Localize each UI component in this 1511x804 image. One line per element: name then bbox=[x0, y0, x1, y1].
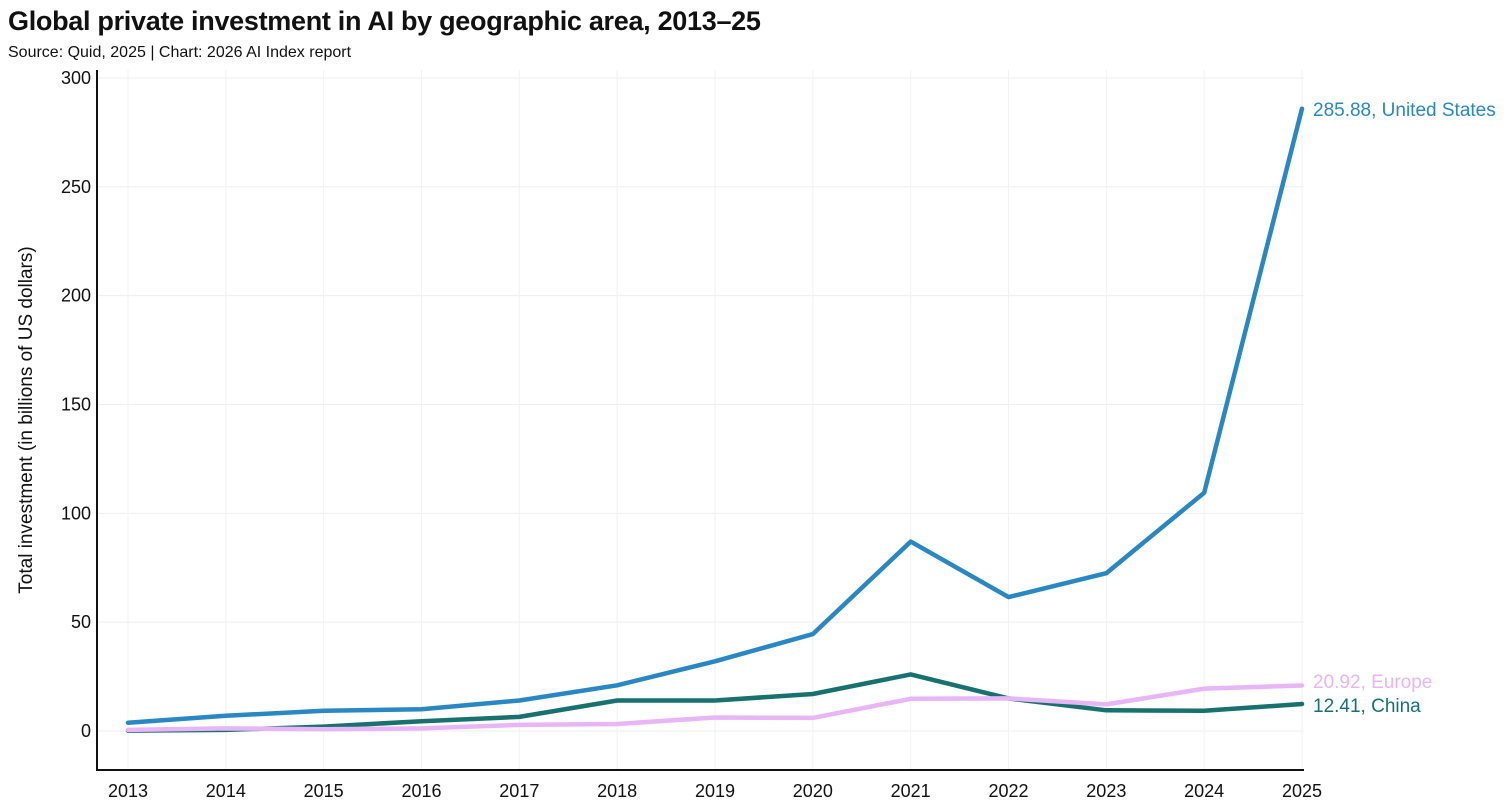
y-tick-labels: 0 50 100 150 200 250 300 bbox=[61, 68, 91, 741]
chart-title: Global private investment in AI by geogr… bbox=[8, 6, 761, 36]
end-label-europe: 20.92, Europe bbox=[1313, 672, 1432, 693]
axes bbox=[96, 70, 1304, 771]
x-tick-labels: 2013 2014 2015 2016 2017 2018 2019 2020 2021 2022… bbox=[108, 781, 1322, 801]
x-tick-label: 2020 bbox=[793, 781, 833, 801]
x-tick-label: 2025 bbox=[1282, 781, 1322, 801]
y-tick-label: 100 bbox=[61, 503, 91, 523]
y-axis-label: Total investment (in billions of US doll… bbox=[16, 246, 37, 593]
x-tick-label: 2018 bbox=[597, 781, 637, 801]
y-tick-label: 50 bbox=[71, 612, 91, 632]
series-line-china bbox=[125, 672, 1305, 733]
series-line-europe bbox=[125, 683, 1305, 733]
y-tick-label: 150 bbox=[61, 395, 91, 415]
end-label-china: 12.41, China bbox=[1313, 696, 1421, 717]
x-tick-label: 2021 bbox=[891, 781, 931, 801]
y-tick-label: 200 bbox=[61, 286, 91, 306]
end-label-united-states: 285.88, United States bbox=[1313, 100, 1496, 121]
y-tick-label: 300 bbox=[61, 68, 91, 88]
x-tick-label: 2016 bbox=[401, 781, 441, 801]
x-tick-label: 2017 bbox=[499, 781, 539, 801]
end-labels: 12.41, China 20.92, Europe 285.88, United … bbox=[1313, 100, 1496, 717]
y-tick-label: 0 bbox=[81, 721, 91, 741]
series-line-united-states bbox=[125, 106, 1305, 725]
x-tick-label: 2023 bbox=[1086, 781, 1126, 801]
chart-subtitle: Source: Quid, 2025 | Chart: 2026 AI Inde… bbox=[8, 44, 352, 61]
x-tick-label: 2015 bbox=[304, 781, 344, 801]
grid bbox=[97, 70, 1304, 770]
x-tick-label: 2014 bbox=[206, 781, 246, 801]
x-tick-label: 2022 bbox=[988, 781, 1028, 801]
x-tick-label: 2019 bbox=[695, 781, 735, 801]
x-tick-label: 2024 bbox=[1184, 781, 1224, 801]
y-tick-label: 250 bbox=[61, 177, 91, 197]
series-lines bbox=[125, 106, 1305, 733]
x-tick-label: 2013 bbox=[108, 781, 148, 801]
